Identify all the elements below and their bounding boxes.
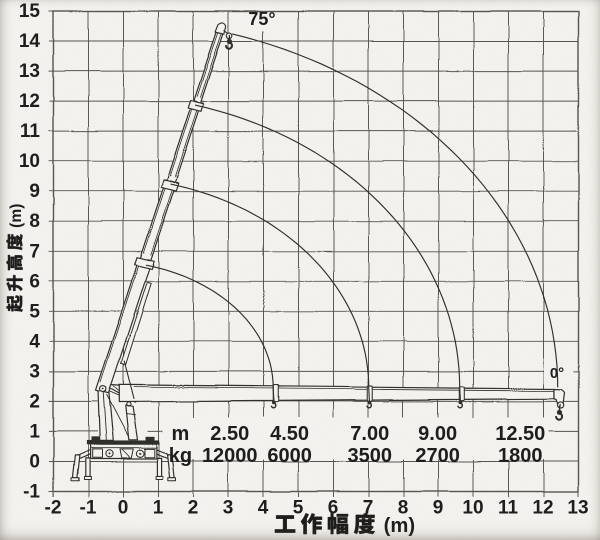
crane-working-range-chart: -2 -1 0 1 2 3 4 5 6 7 8 9 10 11 12 13-10123456789101112… [0,0,600,540]
paper-noise [0,0,600,540]
scanned-crane-chart-page: -2 -1 0 1 2 3 4 5 6 7 8 9 10 11 12 13 -1 0 1 2 3 4 5 6 7 8 9 10 11 12… [0,0,600,540]
